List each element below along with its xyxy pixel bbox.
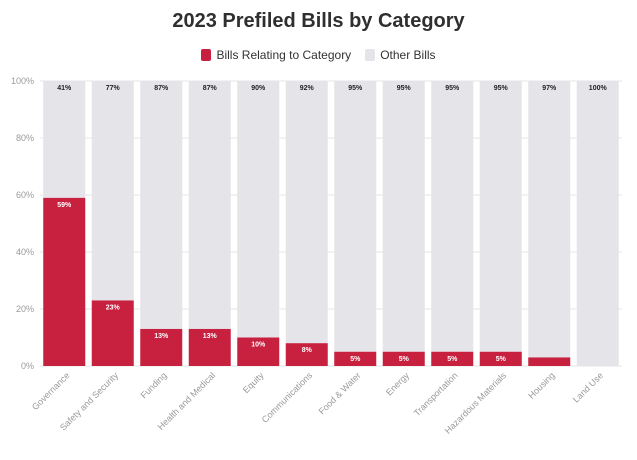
data-label-bills-relating: 23%: [106, 304, 121, 311]
x-tick-label: Land Use: [571, 370, 605, 404]
y-tick-label: 40%: [16, 247, 34, 257]
bar-bills-relating: [285, 343, 328, 366]
data-label-bills-relating: 5%: [350, 356, 361, 363]
legend-swatch-other-bills: [365, 49, 376, 61]
bar-bills-relating: [188, 328, 231, 366]
data-label-bills-relating: 5%: [447, 356, 458, 363]
legend: Bills Relating to Category Other Bills: [0, 48, 637, 62]
data-label-bills-relating: 59%: [57, 202, 72, 209]
data-label-bills-relating: 10%: [251, 342, 266, 349]
legend-swatch-bills-relating: [201, 49, 212, 61]
y-tick-label: 100%: [11, 76, 34, 86]
data-label-other-bills: 95%: [494, 85, 509, 92]
x-tick-label: Food & Water: [317, 370, 363, 416]
data-label-other-bills: 95%: [348, 85, 363, 92]
data-label-other-bills: 87%: [203, 85, 218, 92]
data-label-bills-relating: 5%: [496, 356, 507, 363]
y-tick-label: 60%: [16, 190, 34, 200]
legend-label-bills-relating: Bills Relating to Category: [216, 48, 352, 62]
data-label-bills-relating: 13%: [154, 333, 169, 340]
bar-bills-relating: [237, 337, 280, 366]
data-label-other-bills: 100%: [589, 85, 608, 92]
legend-item-bills-relating[interactable]: Bills Relating to Category: [201, 48, 351, 62]
bar-bills-relating: [431, 351, 474, 366]
x-tick-label: Transportation: [412, 370, 460, 418]
data-label-other-bills: 87%: [154, 85, 169, 92]
bar-bills-relating: [140, 328, 183, 366]
data-label-bills-relating: 13%: [203, 333, 218, 340]
bar-bills-relating: [479, 351, 522, 366]
data-label-other-bills: 95%: [397, 85, 412, 92]
x-tick-label: Governance: [30, 370, 72, 412]
legend-label-other-bills: Other Bills: [380, 48, 436, 62]
data-label-bills-relating: 5%: [399, 356, 410, 363]
x-tick-label: Equity: [241, 370, 266, 395]
x-tick-label: Funding: [139, 370, 169, 400]
bar-other-bills: [140, 81, 183, 329]
bar-other-bills: [334, 81, 377, 352]
bar-other-bills: [188, 81, 231, 329]
data-label-other-bills: 77%: [106, 85, 121, 92]
bar-other-bills: [382, 81, 425, 352]
y-tick-label: 20%: [16, 304, 34, 314]
bar-bills-relating: [382, 351, 425, 366]
x-tick-label: Communications: [260, 370, 315, 425]
bar-bills-relating: [91, 300, 134, 366]
bar-other-bills: [285, 81, 328, 344]
bar-other-bills: [91, 81, 134, 301]
bar-bills-relating: [334, 351, 377, 366]
x-tick-label: Housing: [526, 370, 556, 400]
data-label-other-bills: 97%: [542, 85, 557, 92]
bar-other-bills: [576, 81, 619, 366]
y-tick-label: 80%: [16, 133, 34, 143]
data-label-other-bills: 92%: [300, 85, 315, 92]
bar-other-bills: [431, 81, 474, 352]
bar-other-bills: [237, 81, 280, 338]
bar-other-bills: [479, 81, 522, 352]
data-label-other-bills: 90%: [251, 85, 266, 92]
data-label-other-bills: 95%: [445, 85, 460, 92]
y-tick-label: 0%: [21, 361, 34, 371]
data-label-bills-relating: 8%: [302, 347, 313, 354]
data-label-other-bills: 41%: [57, 85, 72, 92]
bar-bills-relating: [43, 197, 86, 366]
bar-other-bills: [43, 81, 86, 198]
x-tick-label: Energy: [384, 370, 412, 398]
bar-bills-relating: [528, 357, 571, 366]
chart-title: 2023 Prefiled Bills by Category: [172, 10, 465, 32]
bar-other-bills: [528, 81, 571, 358]
legend-item-other-bills[interactable]: Other Bills: [365, 48, 436, 62]
